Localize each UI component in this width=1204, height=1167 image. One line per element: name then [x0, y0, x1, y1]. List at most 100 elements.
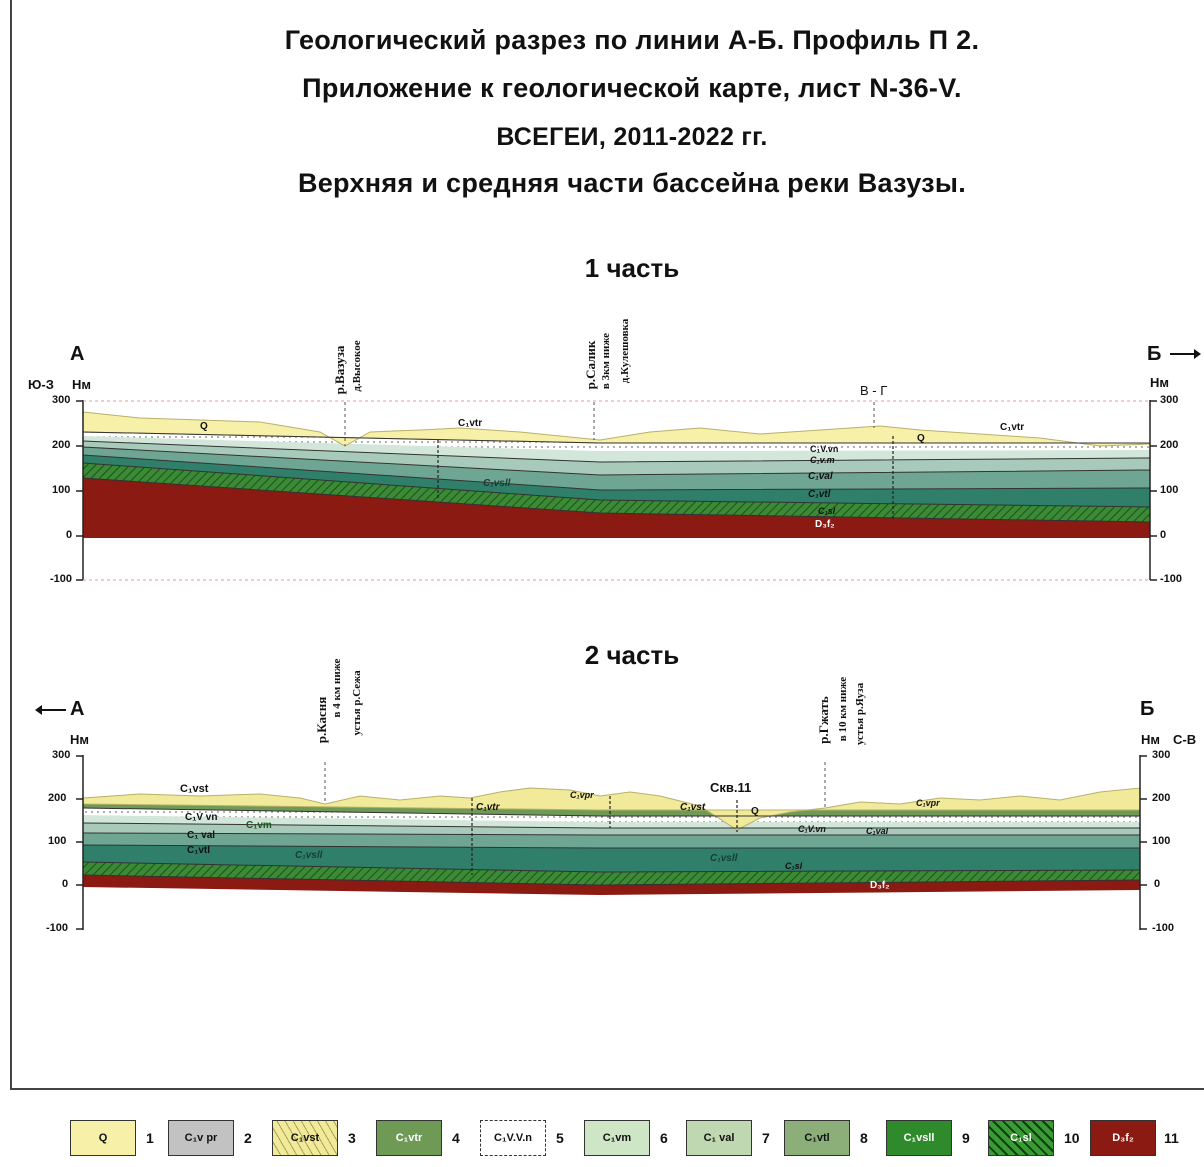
vazuza-river-label: р.Вазуза	[332, 345, 347, 395]
section2-tick-right-100: 100	[1152, 835, 1171, 847]
legend-swatch: C₁sl	[988, 1120, 1054, 1156]
salik-note-label: в 3км ниже	[600, 332, 612, 390]
layer2-c1vvn	[83, 808, 1140, 822]
s2-c1vvn-r: C₁V.vn	[798, 824, 826, 834]
s2-c1vtr: C₁vtr	[476, 802, 500, 813]
legend-number: 1	[146, 1130, 154, 1146]
s2-c1vm: C₁vm	[246, 820, 272, 831]
layer2-c1vsl	[83, 845, 1140, 872]
section2-tick-left-minus100: -100	[46, 922, 69, 934]
legend-swatch: C₁vm	[584, 1120, 650, 1156]
section2-left-axis-unit: Нм	[70, 732, 90, 747]
map-frame	[10, 0, 1204, 1090]
section1-tick-right-minus100: -100	[1160, 573, 1183, 585]
s2-c1vst-mid: C₁vst	[680, 802, 706, 813]
kasnya-river-label: р.Касня	[314, 696, 329, 744]
s1-c1vvn: C₁V.vn	[810, 444, 839, 454]
s2-q: Q	[751, 806, 759, 817]
section1-right-point: Б	[1147, 343, 1162, 365]
section2-tick-left-200: 200	[48, 792, 67, 804]
section2-tick-left-100: 100	[48, 835, 67, 847]
layer2-c1vtl	[83, 833, 1140, 848]
gzhat-note-label: в 10 км ниже	[837, 676, 849, 742]
legend-swatch: C₁v pr	[168, 1120, 234, 1156]
section2-tick-left-0: 0	[62, 878, 69, 890]
legend-number: 4	[452, 1130, 460, 1146]
section1-tick-right-200: 200	[1160, 439, 1179, 451]
s2-d3f2: D₃f₂	[870, 880, 890, 891]
section2-tick-right-300: 300	[1152, 749, 1171, 761]
s2-c1vpr-a: C₁vpr	[570, 790, 594, 800]
s2-c1vsl: C₁vsll	[295, 850, 323, 861]
legend-number: 9	[962, 1130, 970, 1146]
layer-c1sl	[83, 463, 1150, 522]
section2-tick-right-200: 200	[1152, 792, 1171, 804]
s1-c1val: C₁val	[808, 471, 833, 482]
layer-c1vsl	[83, 455, 1150, 507]
title-line-2: Приложение к геологической карте, лист N…	[302, 73, 962, 103]
section2-left-point: А	[70, 698, 85, 720]
s1-c1vm: C₁v.m	[810, 455, 835, 465]
s2-c1vtl: C₁vtl	[187, 845, 211, 856]
title-line-3: ВСЕГЕИ, 2011-2022 гг.	[496, 123, 768, 151]
legend-swatch: Q	[70, 1120, 136, 1156]
legend-number: 5	[556, 1130, 564, 1146]
s2-c1vst-top: C₁vst	[180, 783, 209, 795]
s1-c1vtr-b: C₁vtr	[1000, 422, 1025, 433]
section2-right-axis-unit: Нм	[1141, 732, 1161, 747]
s1-c1sl: C₁sl	[818, 506, 836, 516]
s1-c1vtr-a: C₁vtr	[458, 418, 483, 429]
section2-profile	[35, 705, 1147, 930]
gzhat-river-label: р.Гжать	[816, 696, 831, 744]
legend-swatch: C₁vtr	[376, 1120, 442, 1156]
salik-village-label: д.Кулешовка	[619, 318, 631, 384]
legend: Q 1 C₁v pr 2 C₁vst 3 C₁vtr 4 C₁V.V.n 5 C…	[0, 1120, 1204, 1160]
section2-heading: 2 часть	[584, 640, 680, 670]
s2-c1sl: C₁sl	[785, 861, 803, 871]
salik-river-label: р.Салик	[583, 340, 598, 390]
s2-c1val: C₁ val	[187, 830, 216, 841]
legend-swatch: C₁vtl	[784, 1120, 850, 1156]
legend-number: 2	[244, 1130, 252, 1146]
legend-swatch: C₁V.V.n	[480, 1120, 546, 1156]
section1-tick-left-300: 300	[52, 394, 71, 406]
s1-c1vtl: C₁vtl	[808, 489, 831, 500]
layer2-q	[82, 787, 1141, 831]
vg-label: В - Г	[860, 383, 888, 398]
legend-swatch: D₃f₂	[1090, 1120, 1156, 1156]
section2-tick-right-minus100: -100	[1152, 922, 1175, 934]
section2-tick-left-300: 300	[52, 749, 71, 761]
layer2-c1sl	[83, 862, 1140, 885]
layer-c1vtl	[83, 447, 1150, 490]
legend-number: 3	[348, 1130, 356, 1146]
s2-c1vsl-mid: C₁vsll	[710, 853, 738, 864]
legend-number: 8	[860, 1130, 868, 1146]
section1-left-direction: Ю-З	[28, 377, 54, 392]
layer-c1val	[83, 441, 1150, 475]
section1-tick-left-100: 100	[52, 484, 71, 496]
section1-left-axis-unit: Нм	[72, 377, 92, 392]
legend-swatch: C₁vst	[272, 1120, 338, 1156]
section2-tick-right-0: 0	[1154, 878, 1161, 890]
section1-tick-left-200: 200	[52, 439, 71, 451]
vazuza-village-label: д.Высокое	[351, 340, 363, 392]
legend-number: 10	[1064, 1130, 1080, 1146]
section1-tick-right-0: 0	[1160, 529, 1167, 541]
s1-q-right: Q	[917, 433, 925, 444]
s2-c1vpr-b: C₁vpr	[916, 798, 940, 808]
layer2-c1vm	[83, 815, 1140, 828]
title-line-4: Верхняя и средняя части бассейна реки Ва…	[297, 168, 967, 198]
s1-d3f2: D₃f₂	[815, 519, 835, 530]
title-line-1: Геологический разрез по линии А-Б. Профи…	[284, 25, 980, 55]
well-11-label: Скв.11	[710, 780, 752, 795]
kasnya-note-label: в 4 км ниже	[331, 658, 343, 718]
section1-tick-left-0: 0	[66, 529, 73, 541]
section1-heading: 1 часть	[584, 253, 680, 283]
s1-c1vsl: C₁vsll	[483, 478, 511, 489]
legend-number: 6	[660, 1130, 668, 1146]
layer-d3f2	[83, 478, 1150, 538]
section1-tick-right-100: 100	[1160, 484, 1179, 496]
legend-swatch: C₁vsll	[886, 1120, 952, 1156]
section2-right-direction: С-В	[1173, 732, 1197, 747]
s1-q-left: Q	[200, 421, 208, 432]
